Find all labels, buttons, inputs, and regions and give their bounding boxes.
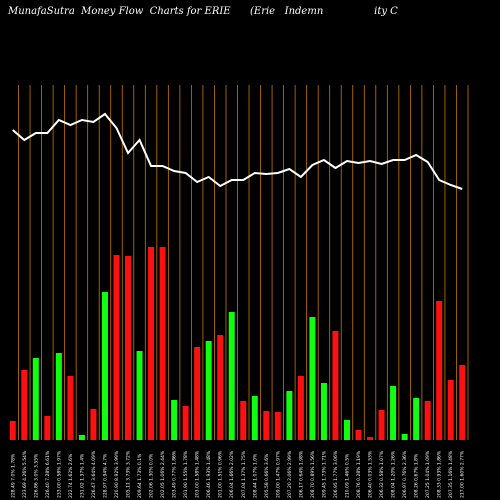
bar [309, 317, 316, 440]
x-tick-label: 208.44 1.07% 1.0% [252, 453, 258, 498]
bar [136, 351, 143, 440]
x-tick-label: 207.04 1.37% 1.75% [241, 450, 247, 498]
bar [55, 353, 62, 440]
x-tick-label: 205.11 3.73% 3.72% [126, 450, 132, 498]
bar [44, 416, 51, 440]
bar [378, 410, 385, 440]
bar [286, 391, 293, 440]
x-tick-label: 202.05 1.06% 2.44% [160, 450, 166, 498]
bar [390, 386, 397, 440]
bar [274, 412, 281, 440]
x-tick-label: 210.09 1.46% 0.5% [344, 453, 350, 498]
x-tick-label: 209.45 1.73% 1.71% [321, 450, 327, 498]
x-tick-label: 208.70 0.89% 1.56% [310, 450, 316, 498]
x-tick-label: 217.00 1.60% 2.77% [460, 450, 466, 498]
x-tick-label: 206.04 1.66% 2.02% [229, 450, 235, 498]
bar [355, 430, 362, 440]
x-tick-label: 223.69 4.26% 5.54% [22, 450, 28, 498]
x-tick-label: 208.76 0.28% 1.19% [356, 450, 362, 498]
x-tick-label: 203.49 0.77% 1.86% [172, 450, 178, 498]
chart-title: MunafaSutra Money Flow Charts for ERIE [7, 6, 231, 17]
x-tick-label: 207.20 2.06% 2.99% [287, 450, 293, 498]
x-tick-label: 222.74 1.62% 2.6% [68, 453, 74, 498]
bar [228, 312, 235, 440]
bar [367, 437, 374, 440]
bar [67, 376, 74, 440]
x-tick-label: 206.46 1.93% 1.48% [206, 450, 212, 498]
bar [101, 292, 108, 440]
x-tick-label: 205.58 0.66% 3.6% [264, 453, 270, 498]
x-tick-label: 206.17 0.64% 1.98% [298, 450, 304, 498]
x-tick-label: 228.49 7.0% 1.78% [10, 453, 16, 498]
x-tick-label: 206.95 1.77% 3.06% [333, 450, 339, 498]
bar [159, 247, 166, 440]
x-tick-label: 226.47 3.64% 4.09% [91, 450, 97, 498]
bar [240, 401, 247, 440]
bar [320, 383, 327, 440]
bar [297, 376, 304, 440]
bar [205, 341, 212, 440]
bar [90, 409, 97, 440]
x-tick-label: 206.97 0.76% 2.36% [402, 450, 408, 498]
bar [78, 435, 85, 440]
bar [401, 434, 408, 440]
x-tick-label: 226.40 7.28% 6.61% [45, 450, 51, 498]
x-tick-label: 206.32 0.58% 1.07% [379, 450, 385, 498]
bar [263, 411, 270, 440]
bar [125, 256, 132, 440]
x-tick-label: 209.64 1.73% 0.1% [137, 453, 143, 498]
bar [413, 398, 420, 440]
bar [436, 301, 443, 440]
bar [447, 380, 454, 440]
x-tick-label: 233.00 0.58% 1.97% [56, 450, 62, 498]
bar [459, 365, 466, 440]
x-tick-label: 208.33 0.93% 1.86% [437, 450, 443, 498]
x-tick-label: 209.00 1.47% 0.97% [275, 450, 281, 498]
bar [148, 247, 155, 440]
bar [171, 400, 178, 440]
x-tick-label: 201.90 1.55% 1.78% [183, 450, 189, 498]
bar [424, 401, 431, 440]
x-tick-label: 226.86 3.0% 3.55% [33, 453, 39, 498]
x-tick-label: 228.97 0.94% 4.7% [102, 453, 108, 498]
x-tick-label: 206.40 0.03% 1.53% [368, 450, 374, 498]
bar [217, 335, 224, 440]
bar [32, 358, 39, 440]
x-tick-label: 207.25 1.04% 1.09% [425, 450, 431, 498]
x-tick-label: 202.06 1.30% 0.0% [149, 453, 155, 498]
bar [182, 406, 189, 440]
x-tick-label: 208.04 1.20% 1.26% [391, 450, 397, 498]
bar [332, 331, 339, 440]
x-tick-label: 203.00 1.58% 1.48% [195, 450, 201, 498]
bar [9, 421, 16, 440]
x-tick-label: 231.02 1.37% 1.4% [79, 453, 85, 498]
x-tick-label: 208.26 0.67% 1.8% [414, 453, 420, 498]
bar [194, 347, 201, 440]
x-tick-label: 207.35 1.16% 1.48% [448, 450, 454, 498]
bar [343, 420, 350, 440]
x-tick-label: 220.90 8.92% 3.99% [114, 450, 120, 498]
price-line [12, 112, 463, 190]
bar [251, 396, 258, 440]
x-tick-label: 201.00 1.51% 0.96% [218, 450, 224, 498]
chart-subtitle: (Erie Indemn ity C [250, 6, 398, 17]
bar [113, 255, 120, 440]
bar [21, 370, 28, 440]
